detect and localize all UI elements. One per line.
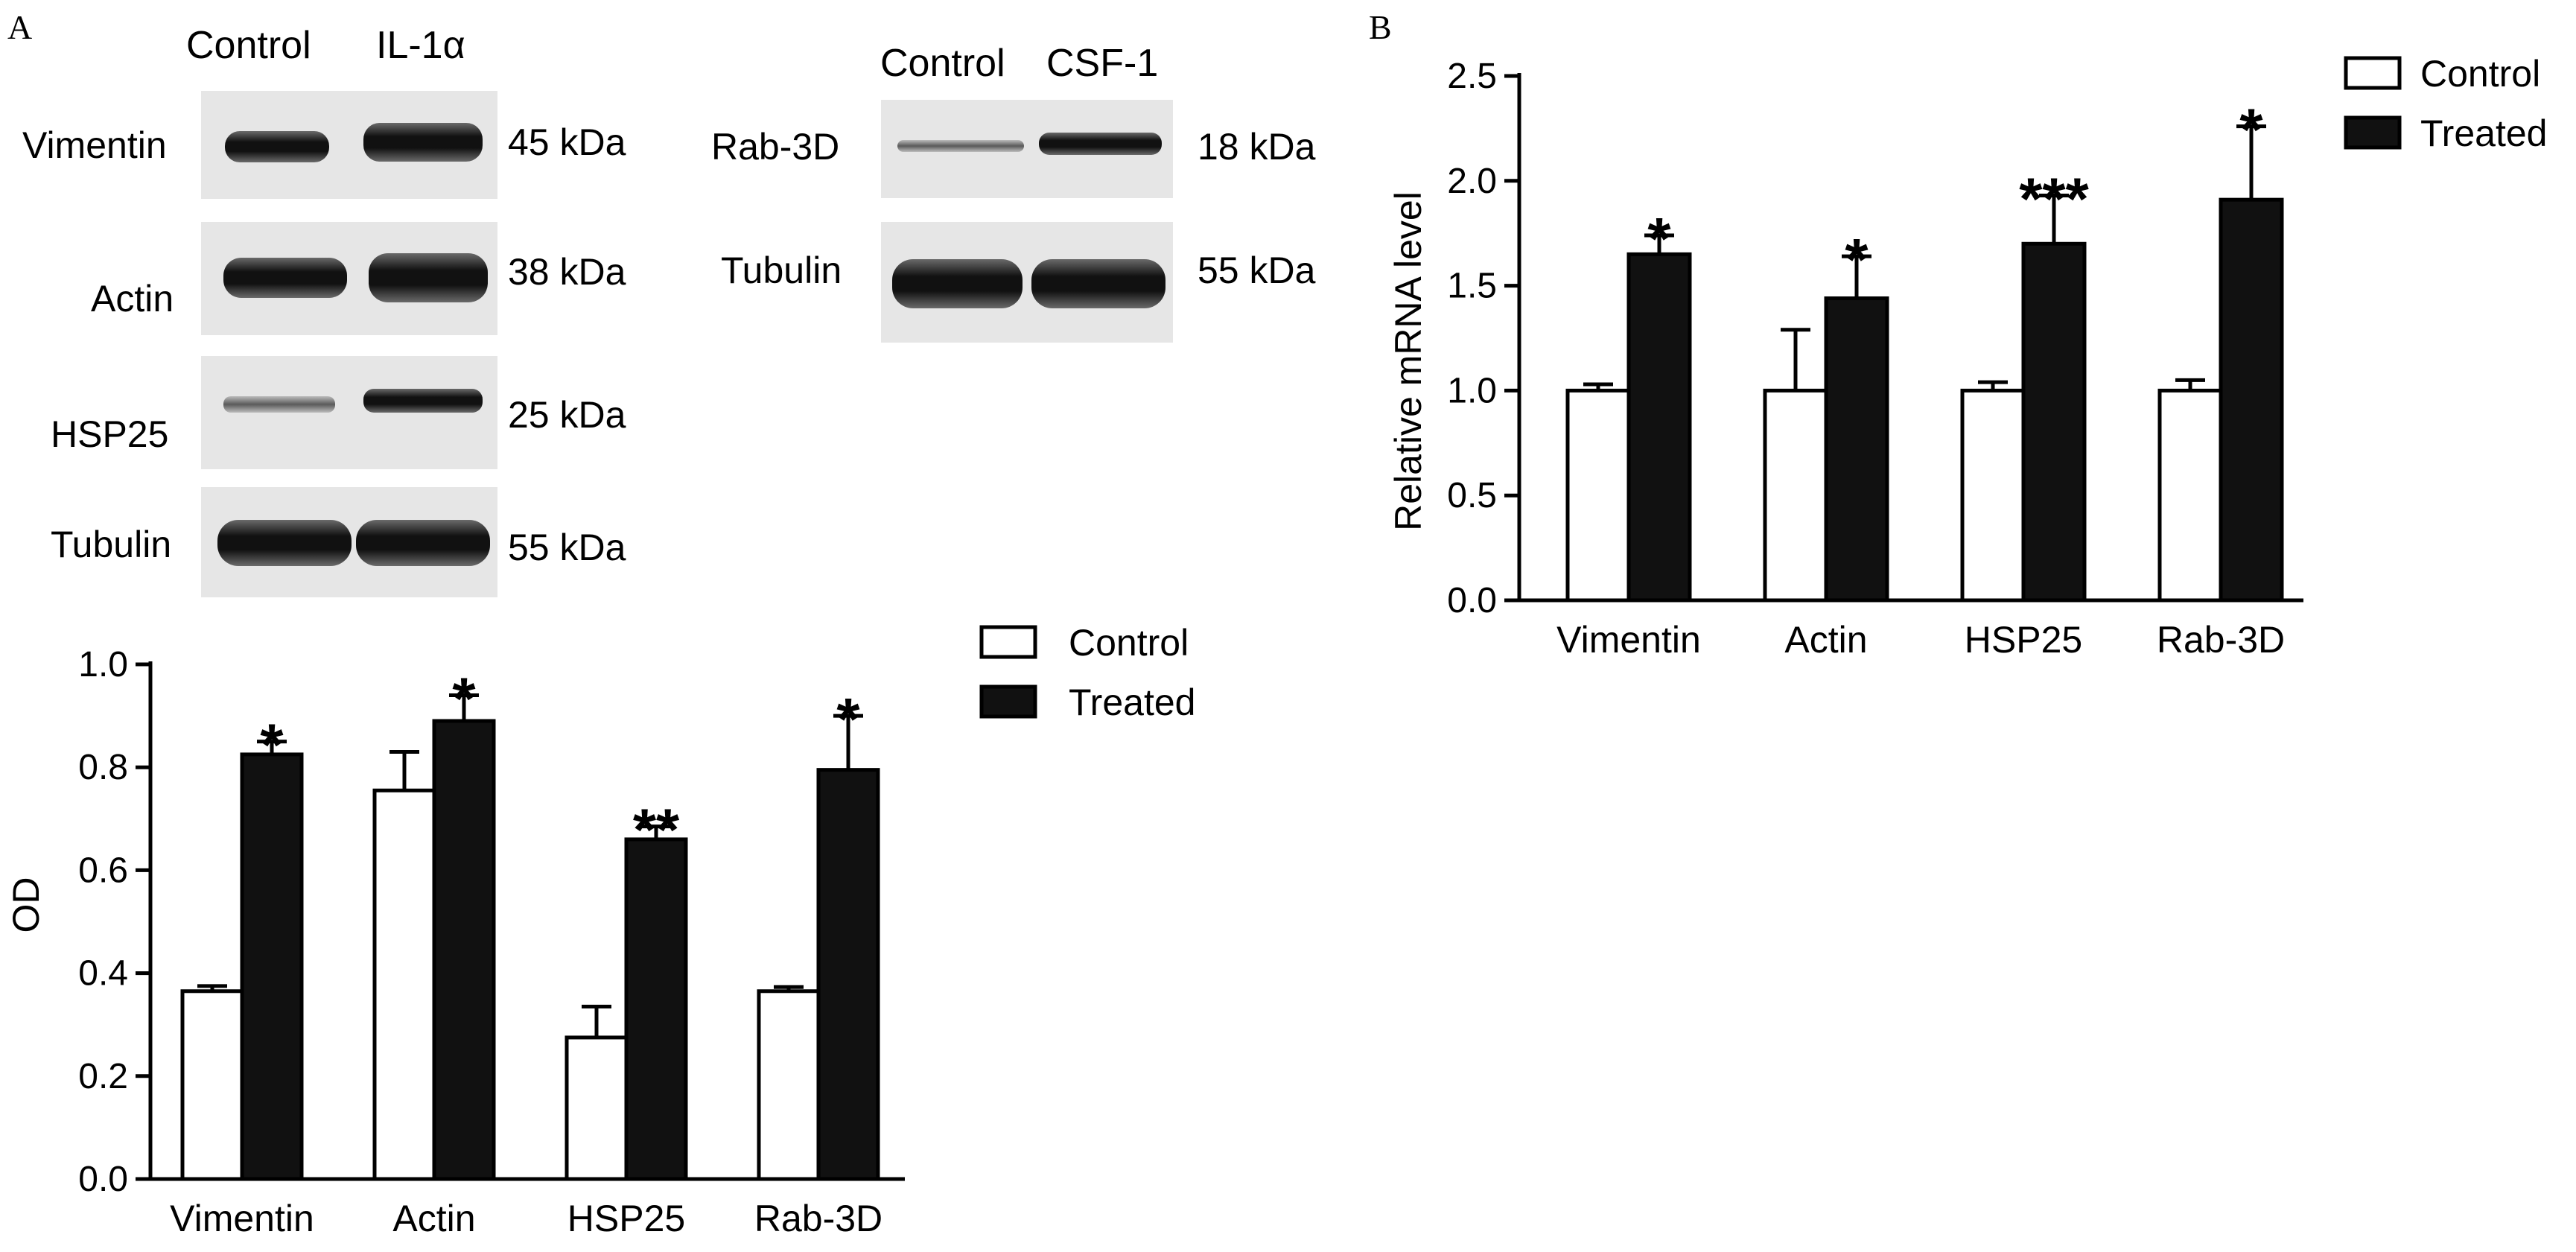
blot1-header-control: Control — [186, 24, 311, 67]
chart-mrna-significance: * — [1845, 226, 1869, 293]
blot1-protein-label: HSP25 — [51, 413, 168, 455]
chart-mrna-significance: * — [1647, 206, 1671, 272]
chart-od-y-tick-label: 0.8 — [78, 748, 128, 787]
chart-mrna-bar-treated — [2219, 197, 2284, 603]
chart-od-category-label: Actin — [392, 1198, 475, 1239]
chart-od-bar-control — [757, 989, 821, 1181]
legend-swatch-treated — [979, 684, 1037, 719]
blot2-header-treatment: CSF-1 — [1046, 42, 1158, 85]
chart-mrna-bar-treated — [1824, 296, 1889, 603]
chart-mrna-category-label: Vimentin — [1556, 619, 1701, 661]
chart-mrna-y-tick-label: 0.0 — [1447, 581, 1497, 620]
chart-mrna-significance: * — [2239, 97, 2263, 163]
legend-swatch-control — [2344, 56, 2402, 90]
legend-label-control: Control — [2420, 53, 2540, 95]
blot1-protein-label: Actin — [91, 278, 174, 320]
chart-od-bar-treated — [240, 752, 304, 1181]
chart-od-bar-control — [565, 1035, 629, 1181]
chart-mrna-category-label: Rab-3D — [2157, 619, 2285, 661]
chart-mrna-significance: *** — [2019, 166, 2089, 232]
chart-mrna-bar-control — [1960, 388, 2026, 603]
blot2-protein-label: Rab-3D — [711, 126, 839, 168]
blot2-rab3d-image — [881, 100, 1173, 198]
blot2-header-control: Control — [880, 42, 1005, 85]
chart-od-y-tick-label: 0.4 — [78, 954, 128, 994]
chart-od-bar-control — [180, 989, 244, 1181]
chart-mrna-bar-treated — [2021, 241, 2087, 603]
chart-od-bar-treated — [624, 837, 688, 1181]
chart-od-y-tick-label: 0.6 — [78, 851, 128, 890]
chart-od-y-tick-label: 0.0 — [78, 1160, 128, 1199]
panel-b-letter: B — [1369, 8, 1392, 46]
chart-od: OD Control Treated 0.0 0.2 0.4 0.6 0.8 1.0 * Vi… — [5, 622, 1195, 1239]
chart-mrna-y-tick-label: 1.5 — [1447, 267, 1497, 306]
chart-od-category-label: Rab-3D — [754, 1198, 882, 1239]
blot1-header-treatment: IL-1α — [376, 24, 465, 67]
chart-mrna: Relative mRNA level Control Treated 0.0 0… — [1387, 53, 2547, 661]
chart-od-significance: ** — [633, 797, 680, 863]
blot1-vimentin-image — [201, 91, 497, 199]
blot2-protein-label: Tubulin — [721, 250, 842, 291]
chart-mrna-category-label: Actin — [1784, 619, 1867, 661]
blot1-size-label: 55 kDa — [508, 527, 626, 568]
chart-mrna-legend: Control Treated — [2344, 53, 2547, 154]
blot1-size-label: 25 kDa — [508, 394, 626, 436]
blot1-size-label: 38 kDa — [508, 251, 626, 293]
legend-swatch-treated — [2344, 115, 2402, 150]
chart-mrna-bar-control — [2157, 388, 2223, 603]
legend-label-treated: Treated — [1069, 681, 1195, 723]
legend-label-treated: Treated — [2420, 112, 2547, 154]
panel-a-letter: A — [7, 8, 32, 46]
chart-od-bar-control — [372, 788, 436, 1181]
chart-od-y-tick-label: 1.0 — [78, 645, 128, 684]
legend-swatch-control — [979, 625, 1037, 659]
chart-mrna-bar-control — [1565, 388, 1631, 603]
chart-od-significance: * — [260, 712, 284, 778]
blot2-size-label: 18 kDa — [1198, 126, 1316, 168]
chart-od-significance: * — [452, 665, 476, 731]
chart-od-bar-treated — [816, 768, 880, 1181]
chart-mrna-y-tick-label: 0.5 — [1447, 476, 1497, 515]
blot2-tubulin-image — [881, 222, 1173, 343]
blot1-tubulin-image — [201, 487, 497, 597]
chart-mrna-y-tick-label: 1.0 — [1447, 371, 1497, 410]
chart-od-bar-treated — [432, 719, 496, 1181]
blot2-size-label: 55 kDa — [1198, 250, 1316, 291]
blot1-hsp25-image — [201, 356, 497, 469]
legend-label-control: Control — [1069, 622, 1189, 664]
chart-od-category-label: Vimentin — [170, 1198, 314, 1239]
chart-mrna-bar-control — [1763, 388, 1828, 603]
chart-mrna-ylabel: Relative mRNA level — [1387, 191, 1429, 531]
chart-mrna-y-tick-label: 2.0 — [1447, 162, 1497, 201]
chart-mrna-category-label: HSP25 — [1965, 619, 2082, 661]
chart-mrna-y-tick-label: 2.5 — [1447, 57, 1497, 96]
blot1-protein-label: Vimentin — [22, 124, 167, 166]
blot1-actin-image — [201, 222, 497, 335]
chart-od-ylabel: OD — [5, 877, 47, 933]
blot1-protein-label: Tubulin — [51, 524, 171, 565]
chart-od-legend: Control Treated — [979, 622, 1195, 723]
chart-od-significance: * — [836, 686, 860, 752]
chart-od-category-label: HSP25 — [567, 1198, 685, 1239]
chart-od-y-tick-label: 0.2 — [78, 1057, 128, 1096]
blot1-size-label: 45 kDa — [508, 121, 626, 163]
chart-mrna-bar-treated — [1626, 252, 1692, 603]
